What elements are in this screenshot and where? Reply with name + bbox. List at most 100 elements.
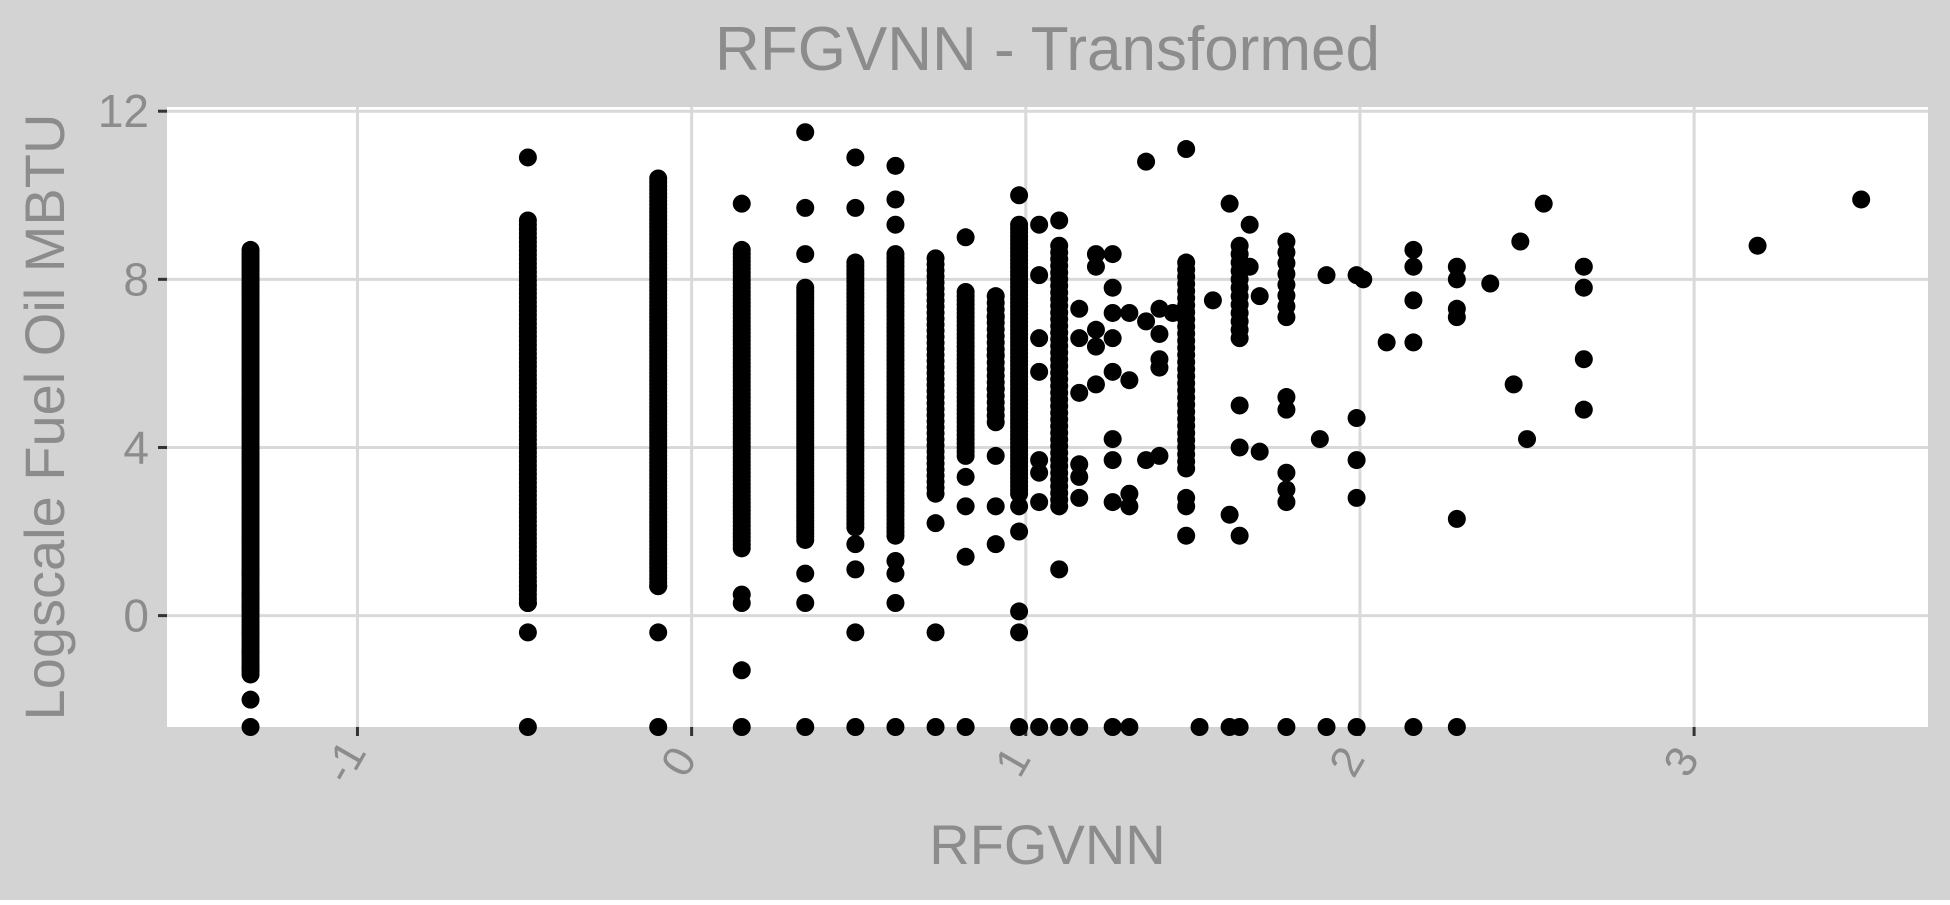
data-point (886, 215, 905, 234)
data-point (1030, 451, 1049, 470)
data-point (846, 560, 865, 579)
data-point (1574, 278, 1593, 297)
data-point (1347, 718, 1366, 736)
data-point (241, 623, 260, 642)
data-point (1103, 493, 1122, 512)
data-point (846, 718, 865, 736)
data-point (1377, 333, 1396, 352)
data-point (796, 594, 815, 612)
data-point (986, 308, 1005, 327)
data-point (886, 551, 905, 570)
data-point (1230, 718, 1249, 736)
data-point (1030, 329, 1049, 348)
data-point (1103, 303, 1122, 322)
data-point (241, 564, 260, 583)
data-point (1277, 463, 1296, 482)
data-point (732, 194, 751, 213)
data-point (846, 198, 865, 217)
data-point (1504, 375, 1523, 394)
data-point (1240, 257, 1259, 276)
x-axis-label: RFGVNN (929, 813, 1165, 876)
data-point (518, 577, 537, 596)
data-point (1230, 526, 1249, 545)
data-point (1511, 232, 1530, 251)
data-point (1404, 240, 1423, 259)
data-point (1317, 718, 1336, 736)
data-point (886, 190, 905, 209)
data-point (1177, 488, 1196, 507)
data-point (241, 718, 260, 736)
data-point (1748, 236, 1767, 255)
data-point (241, 585, 260, 604)
data-point (1203, 291, 1222, 310)
data-point (1277, 388, 1296, 407)
data-point (1447, 257, 1466, 276)
data-point (1070, 329, 1089, 348)
data-point (1277, 493, 1296, 512)
data-point (1150, 324, 1169, 343)
data-point (956, 718, 975, 736)
data-point (1230, 236, 1249, 255)
data-point (1070, 299, 1089, 318)
data-point (732, 585, 751, 604)
data-point (1010, 718, 1029, 736)
data-point (1177, 526, 1196, 545)
data-point (649, 623, 668, 642)
data-point (1120, 484, 1139, 503)
data-point (926, 249, 945, 268)
data-point (518, 211, 537, 230)
data-point (956, 228, 975, 247)
data-point (649, 577, 668, 596)
data-point (241, 642, 260, 661)
data-point (846, 623, 865, 642)
data-point (796, 123, 815, 142)
data-point (1852, 190, 1871, 209)
data-point (1120, 371, 1139, 390)
data-point (1177, 253, 1196, 272)
data-point (1347, 409, 1366, 428)
data-point (1177, 140, 1196, 159)
data-point (1250, 287, 1269, 306)
data-point (886, 245, 905, 264)
data-point (1230, 396, 1249, 415)
chart-title: RFGVNN - Transformed (715, 15, 1380, 84)
data-point (886, 156, 905, 175)
data-point (1190, 718, 1209, 736)
data-point (1240, 215, 1259, 234)
data-point (649, 718, 668, 736)
data-point (1518, 430, 1537, 449)
data-point (986, 379, 1005, 398)
data-point (1277, 718, 1296, 736)
data-point (732, 718, 751, 736)
data-point (926, 514, 945, 533)
data-point (1574, 257, 1593, 276)
data-point (518, 594, 537, 612)
data-point (886, 718, 905, 736)
data-point (732, 661, 751, 680)
data-point (1534, 194, 1553, 213)
data-point (1070, 467, 1089, 486)
data-point (1404, 257, 1423, 276)
data-point (956, 497, 975, 516)
data-point (796, 564, 815, 583)
data-point (1010, 522, 1029, 541)
y-axis-label: Logscale Fuel Oil MBTU (13, 114, 76, 721)
data-point (1103, 430, 1122, 449)
data-point (886, 564, 905, 583)
data-point (1030, 463, 1049, 482)
data-point (986, 287, 1005, 306)
data-point (1086, 375, 1105, 394)
data-point (1030, 493, 1049, 512)
data-point (956, 547, 975, 566)
data-point (649, 169, 668, 188)
data-point (1010, 623, 1029, 642)
data-point (241, 659, 260, 678)
data-point (1137, 312, 1156, 331)
data-point (1103, 245, 1122, 264)
y-tick-label: 12 (98, 85, 149, 137)
data-point (1404, 333, 1423, 352)
data-point (1404, 718, 1423, 736)
data-point (1120, 497, 1139, 516)
